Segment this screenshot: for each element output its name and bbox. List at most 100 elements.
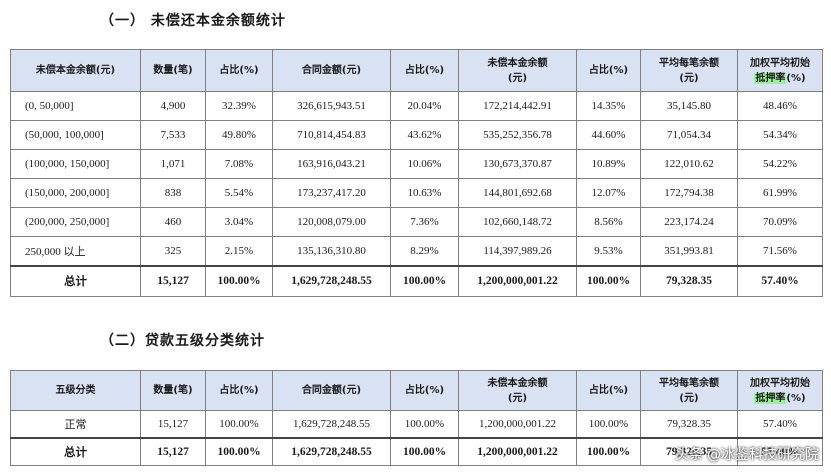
total-label: 总计: [10, 436, 141, 466]
cell-outstanding-principal: 130,673,370.87: [458, 149, 577, 179]
col-header-classification: 五级分类: [10, 370, 141, 411]
watermark-handle: @冰鉴科技研究院: [707, 447, 819, 463]
cell-count: 1,071: [140, 149, 206, 179]
col-header-weighted-ltv: 加权平均初始 抵押率(%): [737, 370, 823, 411]
total-contract-share: 100.00%: [390, 264, 459, 297]
cell-count-share: 7.08%: [205, 149, 273, 179]
cell-count: 460: [140, 207, 206, 237]
cell-outstanding-principal: 1,200,000,001.22: [458, 410, 577, 438]
table-row: (150,000, 200,000] 838 5.54% 173,237,417…: [10, 178, 823, 208]
cell-contract-share: 43.62%: [390, 120, 459, 150]
table-row: (50,000, 100,000] 7,533 49.80% 710,814,4…: [10, 120, 823, 150]
total-count-share: 100.00%: [205, 264, 273, 297]
total-label: 总计: [10, 264, 141, 297]
total-count: 15,127: [140, 436, 206, 466]
total-outstanding-principal: 1,200,000,001.22: [458, 436, 577, 466]
total-average-balance: 79,328.35: [640, 436, 738, 466]
ltv-highlight: 抵押率: [754, 72, 787, 84]
cell-weighted-ltv: 54.22%: [737, 149, 823, 179]
cell-average-balance: 122,010.62: [640, 149, 738, 179]
col-header-average-balance: 平均每笔余额 (元): [640, 370, 738, 411]
total-weighted-ltv: 57.40%: [737, 264, 823, 297]
ltv-highlight: 抵押率: [754, 392, 787, 404]
table-header-row: 五级分类 数量(笔) 占比(%) 合同金额(元) 占比(%) 未偿本金余额 (元)…: [10, 370, 823, 411]
row-label: 250,000 以上: [10, 236, 141, 266]
col-header-contract-amount: 合同金额(元): [272, 49, 391, 92]
cell-contract-share: 20.04%: [390, 91, 459, 121]
cell-count: 15,127: [140, 410, 206, 438]
row-label: 正常: [10, 410, 141, 438]
cell-count: 7,533: [140, 120, 206, 150]
cell-weighted-ltv: 57.40%: [737, 410, 823, 438]
cell-contract-share: 10.06%: [390, 149, 459, 179]
section-1-title: （一） 未偿还本金余额统计: [100, 13, 286, 29]
cell-principal-share: 10.89%: [576, 149, 641, 179]
cell-count-share: 49.80%: [205, 120, 273, 150]
total-row: 总计 15,127 100.00% 1,629,728,248.55 100.0…: [10, 436, 823, 466]
cell-contract-share: 8.29%: [390, 236, 459, 266]
total-average-balance: 79,328.35: [640, 264, 738, 297]
cell-count-share: 32.39%: [205, 91, 273, 121]
total-count-share: 100.00%: [205, 436, 273, 466]
cell-count-share: 2.15%: [205, 236, 273, 266]
col-header-outstanding-principal: 未偿本金余额 (元): [458, 370, 577, 411]
cell-contract-share: 7.36%: [390, 207, 459, 237]
cell-outstanding-principal: 144,801,692.68: [458, 178, 577, 208]
five-category-classification-table: 五级分类 数量(笔) 占比(%) 合同金额(元) 占比(%) 未偿本金余额 (元)…: [10, 370, 823, 466]
cell-weighted-ltv: 61.99%: [737, 178, 823, 208]
section-2-title: （二）贷款五级分类统计: [100, 333, 265, 349]
total-principal-share: 100.00%: [576, 264, 641, 297]
col-header-principal-share: 占比(%): [576, 49, 641, 92]
cell-outstanding-principal: 535,252,356.78: [458, 120, 577, 150]
col-header-count-share: 占比(%): [205, 49, 273, 92]
cell-count-share: 5.54%: [205, 178, 273, 208]
col-header-principal-share: 占比(%): [576, 370, 641, 411]
table-row: (100,000, 150,000] 1,071 7.08% 163,916,0…: [10, 149, 823, 179]
cell-outstanding-principal: 172,214,442.91: [458, 91, 577, 121]
total-row: 总计 15,127 100.00% 1,629,728,248.55 100.0…: [10, 264, 823, 297]
cell-outstanding-principal: 114,397,989.26: [458, 236, 577, 266]
cell-contract-share: 100.00%: [390, 410, 459, 438]
cell-contract-amount: 163,916,043.21: [272, 149, 391, 179]
col-header-average-balance: 平均每笔余额 (元): [640, 49, 738, 92]
cell-average-balance: 223,174.24: [640, 207, 738, 237]
cell-contract-amount: 120,008,079.00: [272, 207, 391, 237]
cell-count-share: 100.00%: [205, 410, 273, 438]
cell-principal-share: 12.07%: [576, 178, 641, 208]
total-count: 15,127: [140, 264, 206, 297]
col-header-count-share: 占比(%): [205, 370, 273, 411]
row-label: (150,000, 200,000]: [10, 178, 141, 208]
cell-weighted-ltv: 54.34%: [737, 120, 823, 150]
row-label: (200,000, 250,000]: [10, 207, 141, 237]
cell-outstanding-principal: 102,660,148.72: [458, 207, 577, 237]
cell-contract-amount: 173,237,417.20: [272, 178, 391, 208]
cell-average-balance: 79,328.35: [640, 410, 738, 438]
watermark-platform: 头条: [675, 447, 703, 463]
col-header-contract-share: 占比(%): [390, 49, 459, 92]
col-header-count: 数量(笔): [140, 370, 206, 411]
row-label: (100,000, 150,000]: [10, 149, 141, 179]
table-header-row: 未偿本金余额(元) 数量(笔) 占比(%) 合同金额(元) 占比(%) 未偿本金…: [10, 49, 823, 92]
table-row: (0, 50,000] 4,900 32.39% 326,615,943.51 …: [10, 91, 823, 121]
cell-weighted-ltv: 48.46%: [737, 91, 823, 121]
table-row: 正常 15,127 100.00% 1,629,728,248.55 100.0…: [10, 410, 823, 438]
outstanding-principal-table: 未偿本金余额(元) 数量(笔) 占比(%) 合同金额(元) 占比(%) 未偿本金…: [10, 49, 823, 297]
cell-count: 4,900: [140, 91, 206, 121]
cell-contract-amount: 1,629,728,248.55: [272, 410, 391, 438]
total-principal-share: 100.00%: [576, 436, 641, 466]
cell-count: 325: [140, 236, 206, 266]
cell-count-share: 3.04%: [205, 207, 273, 237]
table-row: (200,000, 250,000] 460 3.04% 120,008,079…: [10, 207, 823, 237]
cell-principal-share: 9.53%: [576, 236, 641, 266]
watermark: 头条 @冰鉴科技研究院: [675, 444, 819, 464]
cell-count: 838: [140, 178, 206, 208]
col-header-outstanding-principal: 未偿本金余额 (元): [458, 49, 577, 92]
col-header-count: 数量(笔): [140, 49, 206, 92]
cell-contract-share: 10.63%: [390, 178, 459, 208]
col-header-contract-share: 占比(%): [390, 370, 459, 411]
total-outstanding-principal: 1,200,000,001.22: [458, 264, 577, 297]
cell-weighted-ltv: 70.09%: [737, 207, 823, 237]
cell-average-balance: 71,054.34: [640, 120, 738, 150]
col-header-outstanding-range: 未偿本金余额(元): [10, 49, 141, 92]
cell-weighted-ltv: 71.56%: [737, 236, 823, 266]
